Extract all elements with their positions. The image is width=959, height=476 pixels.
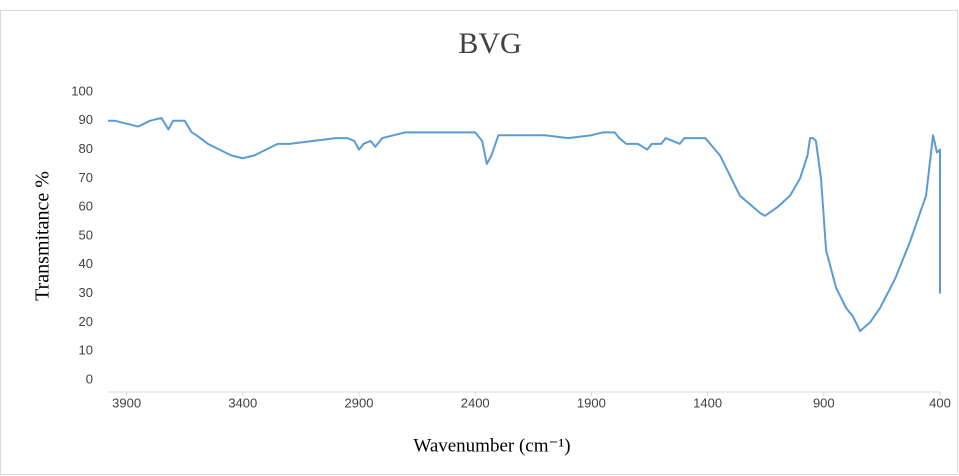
y-tick-label: 60 (79, 199, 93, 214)
y-tick-label: 100 (71, 83, 93, 98)
y-tick-label: 50 (79, 227, 93, 242)
x-tick-label: 3900 (112, 395, 141, 410)
y-tick-label: 40 (79, 256, 93, 271)
y-axis-title: Transmitance % (32, 171, 54, 301)
data-line (108, 116, 941, 333)
y-tick-label: 90 (79, 112, 93, 127)
y-tick-label: 70 (79, 170, 93, 185)
chart-title: BVG (458, 27, 521, 60)
x-axis-title: Wavenumber (cm⁻¹) (413, 435, 570, 456)
y-tick-label: 30 (79, 285, 93, 300)
y-tick-label: 10 (79, 343, 93, 358)
x-tick-label: 400 (929, 395, 951, 410)
x-tick-label: 2400 (461, 395, 490, 410)
chart-frame (0, 10, 958, 475)
x-tick-label: 1900 (577, 395, 606, 410)
y-tick-label: 80 (79, 141, 93, 156)
x-tick-label: 2900 (345, 395, 374, 410)
y-tick-label: 20 (79, 314, 93, 329)
x-tick-label: 3400 (228, 395, 257, 410)
x-tick-label: 900 (813, 395, 835, 410)
x-tick-label: 1400 (693, 395, 722, 410)
y-tick-label: 0 (86, 371, 93, 386)
